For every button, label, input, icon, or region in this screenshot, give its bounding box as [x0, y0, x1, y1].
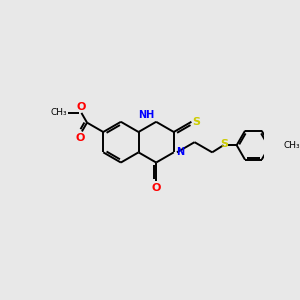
Text: N: N — [176, 147, 184, 157]
Text: NH: NH — [138, 110, 154, 120]
Text: S: S — [193, 117, 200, 127]
Text: CH₃: CH₃ — [284, 141, 300, 150]
Text: O: O — [152, 183, 161, 193]
Text: O: O — [77, 102, 86, 112]
Text: O: O — [76, 133, 85, 143]
Text: S: S — [220, 140, 229, 149]
Text: CH₃: CH₃ — [50, 108, 67, 117]
